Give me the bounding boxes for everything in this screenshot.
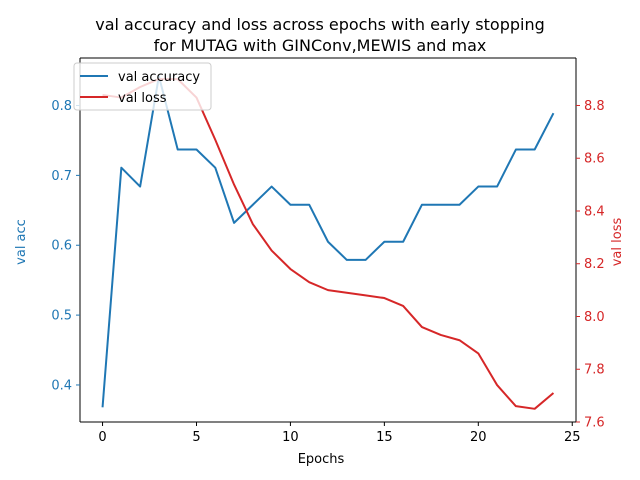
- legend-box: [73, 62, 212, 111]
- x-tick-label: 20: [470, 430, 487, 445]
- x-tick-label: 15: [376, 430, 393, 445]
- y-right-tick-label: 8.4: [584, 204, 605, 219]
- y-left-tick-label: 0.5: [51, 309, 72, 324]
- x-tick-label: 10: [282, 430, 299, 445]
- y-right-tick-label: 8.6: [584, 152, 605, 167]
- chart-title-line-2: for MUTAG with GINConv,MEWIS and max: [154, 36, 487, 55]
- y-left-tick-label: 0.4: [51, 378, 72, 393]
- series-line-val-accuracy: [101, 75, 555, 408]
- plot-area: 0 5 10 15 20 25 0.4 0.5 0.6 0.7 0.8 7.6 7.8 8.0 8.2 8.4…: [51, 57, 605, 445]
- y-right-tick-label: 7.6: [584, 416, 605, 431]
- y-right-tick-label: 8.2: [584, 257, 605, 272]
- x-axis-label: Epochs: [298, 452, 345, 467]
- legend: val accuracy val loss: [73, 62, 212, 111]
- y-left-axis-label: val acc: [14, 219, 29, 265]
- y-right-tick-label: 8.8: [584, 99, 605, 114]
- x-tick-label: 25: [564, 430, 581, 445]
- x-tick-label: 5: [192, 430, 200, 445]
- series-line-val-loss: [102, 78, 555, 410]
- y-left-tick-label: 0.6: [51, 239, 72, 254]
- y-right-tick-label: 7.8: [584, 363, 605, 378]
- y-left-tick-label: 0.8: [51, 99, 72, 114]
- y-right-tick-label: 8.0: [584, 310, 605, 325]
- y-left-tick-label: 0.7: [51, 169, 72, 184]
- x-tick-label: 0: [98, 430, 106, 445]
- legend-label-val-accuracy: val accuracy: [118, 70, 200, 85]
- y-right-axis-label: val loss: [610, 218, 625, 267]
- chart-title-line-1: val accuracy and loss across epochs with…: [95, 15, 545, 34]
- legend-label-val-loss: val loss: [118, 91, 167, 106]
